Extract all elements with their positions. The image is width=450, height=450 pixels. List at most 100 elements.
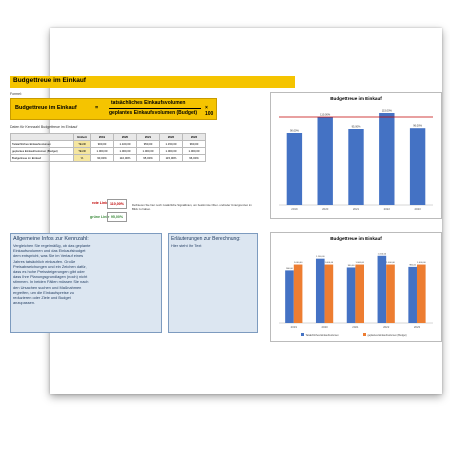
data-label: 90,00% <box>290 129 299 133</box>
data-label: 1.000,00 <box>386 262 395 264</box>
red-line-value[interactable]: 110,00% <box>107 199 127 209</box>
explain-box[interactable]: Erläuterungen zur Berechnung: Hier steht… <box>168 233 258 333</box>
bar <box>355 264 365 323</box>
signal-line-explanation: Definieren Sie hier noch zusätzliche Sig… <box>132 203 252 211</box>
table-cell[interactable]: Tatsächliches Einkaufsvolumen <box>10 140 74 148</box>
table-row: Tatsächliches Einkaufsvolumen TEUR 900,0… <box>10 140 206 148</box>
table-cell[interactable]: 900,00 <box>90 140 114 148</box>
table-header-cell <box>10 133 74 141</box>
chart-svg: 90,00% 2019 110,00% 2020 95,00% 2021 115,00% 20… <box>279 109 433 211</box>
tick-label: 2022 <box>383 325 390 329</box>
chart-title: Budgettreue im Einkauf <box>330 236 382 241</box>
tick-label: 2021 <box>352 325 359 329</box>
table-header-cell: Einheit <box>73 133 91 141</box>
formula-denominator: geplantes Einkaufsvolumen (Budget) <box>109 110 198 116</box>
table-header-cell: 2022 <box>159 133 183 141</box>
table-cell[interactable]: 1.000,00 <box>182 147 206 155</box>
tick-label: 2020 <box>321 325 328 329</box>
chart-budgettreue[interactable]: Budgettreue im Einkauf 90,00% 2019 110,00%… <box>270 92 442 219</box>
tick-label: 2021 <box>353 207 360 211</box>
page-title: Budgettreue im Einkauf <box>13 77 86 84</box>
bar <box>348 129 364 205</box>
bar <box>285 270 294 323</box>
data-label: 95,00% <box>352 125 361 129</box>
info-box-text: Vergleichen Sie regelmäßig, ob das gepla… <box>13 243 91 306</box>
table-cell[interactable]: 1.000,00 <box>90 147 114 155</box>
table-header-cell: 2021 <box>136 133 160 141</box>
bar <box>377 255 387 323</box>
table-cell[interactable]: 90,00% <box>90 154 114 162</box>
table-cell[interactable]: 95,00% <box>136 154 160 162</box>
table-cell[interactable]: 96,00% <box>182 154 206 162</box>
tick-label: 2023 <box>414 207 421 211</box>
table-cell[interactable]: TEUR <box>73 140 91 148</box>
data-label: 1.000,00 <box>417 262 426 264</box>
table-cell[interactable]: Budgettreue im Einkauf <box>10 154 74 162</box>
data-label: 115,00% <box>382 109 393 113</box>
fraction-bar <box>109 108 201 109</box>
table-cell[interactable]: geplantes Einkaufsvolumen (Budget) <box>10 147 74 155</box>
tick-label: 2020 <box>322 207 329 211</box>
bar <box>409 128 426 205</box>
table-header-cell: 2019 <box>90 133 114 141</box>
bar <box>346 267 356 323</box>
bar <box>293 264 303 323</box>
legend-entry: Tatsächliches Einkaufsvolumen <box>306 334 340 337</box>
data-label: 1.150,00 <box>378 253 387 255</box>
table-row: geplantes Einkaufsvolumen (Budget) TEUR … <box>10 147 206 155</box>
table-cell[interactable]: 1.100,00 <box>113 140 137 148</box>
title-bar: Budgettreue im Einkauf <box>10 76 295 88</box>
table-cell[interactable]: 1.000,00 <box>136 147 160 155</box>
data-table: Einheit 2019 2020 2021 2022 2023 Tatsäch… <box>10 133 206 162</box>
explain-box-heading: Erläuterungen zur Berechnung: <box>171 236 241 242</box>
bar <box>416 264 426 323</box>
formula-box: Budgettreue im Einkauf = tatsächliches E… <box>10 98 217 120</box>
explain-box-text: Hier steht Ihr Text <box>171 243 202 248</box>
table-cell[interactable]: 115,00% <box>159 154 183 162</box>
info-box: Allgemeine Infos zur Kennzahl: Vergleich… <box>10 233 162 333</box>
formula-equals: = <box>95 105 99 111</box>
info-box-heading: Allgemeine Infos zur Kennzahl: <box>13 236 89 242</box>
legend-swatch <box>301 333 304 336</box>
bar <box>379 113 395 205</box>
data-label: 1.100,00 <box>316 256 325 258</box>
data-label: Daten für Kennzahl Budgettreue im Einkau… <box>10 125 78 129</box>
formula-label: Formel: <box>10 92 22 96</box>
bar <box>286 133 303 205</box>
tick-label: 2019 <box>291 325 298 329</box>
tick-label: 2023 <box>414 325 421 329</box>
legend-entry: geplantes Einkaufsvolumen (Budget) <box>368 334 407 337</box>
table-header-cell: 2020 <box>113 133 137 141</box>
table-row: Budgettreue im Einkauf % 90,00% 110,00% … <box>10 154 206 162</box>
data-label: 110,00% <box>320 113 331 117</box>
table-header-row: Einheit 2019 2020 2021 2022 2023 <box>10 133 206 141</box>
table-cell[interactable]: 950,00 <box>136 140 160 148</box>
table-cell[interactable]: 1.000,00 <box>113 147 137 155</box>
data-label: 1.000,00 <box>325 262 334 264</box>
table-cell[interactable]: 960,00 <box>182 140 206 148</box>
formula-multiplier: × 100 <box>205 105 214 117</box>
formula-numerator: tatsächliches Einkaufsvolumen <box>111 100 186 106</box>
red-line-label: rote Linie <box>92 201 109 205</box>
tick-label: 2019 <box>291 207 298 211</box>
chart-volumes[interactable]: Budgettreue im Einkauf 900,00 1.000,00 201… <box>270 232 442 342</box>
data-label: 950,00 <box>348 265 355 267</box>
table-cell[interactable]: 110,00% <box>113 154 137 162</box>
data-label: 1.000,00 <box>355 262 364 264</box>
bar <box>324 264 334 323</box>
table-cell[interactable]: 1.150,00 <box>159 140 183 148</box>
table-cell[interactable]: % <box>73 154 91 162</box>
legend-swatch <box>363 333 366 336</box>
chart-svg: 900,00 1.000,00 2019 1.100,00 1.000,00 2020 95… <box>279 253 433 337</box>
green-line-label: grüne Linie <box>90 215 110 219</box>
data-label: 900,00 <box>286 268 293 270</box>
data-label: 960,00 <box>409 264 416 266</box>
table-cell[interactable]: TEUR <box>73 147 91 155</box>
data-label: 1.000,00 <box>294 262 303 264</box>
table-cell[interactable]: 1.000,00 <box>159 147 183 155</box>
tick-label: 2022 <box>384 207 391 211</box>
formula-lhs: Budgettreue im Einkauf <box>15 105 77 111</box>
chart-title: Budgettreue im Einkauf <box>330 96 382 101</box>
green-line-value[interactable]: 95,00% <box>107 212 127 222</box>
bar <box>386 264 395 323</box>
